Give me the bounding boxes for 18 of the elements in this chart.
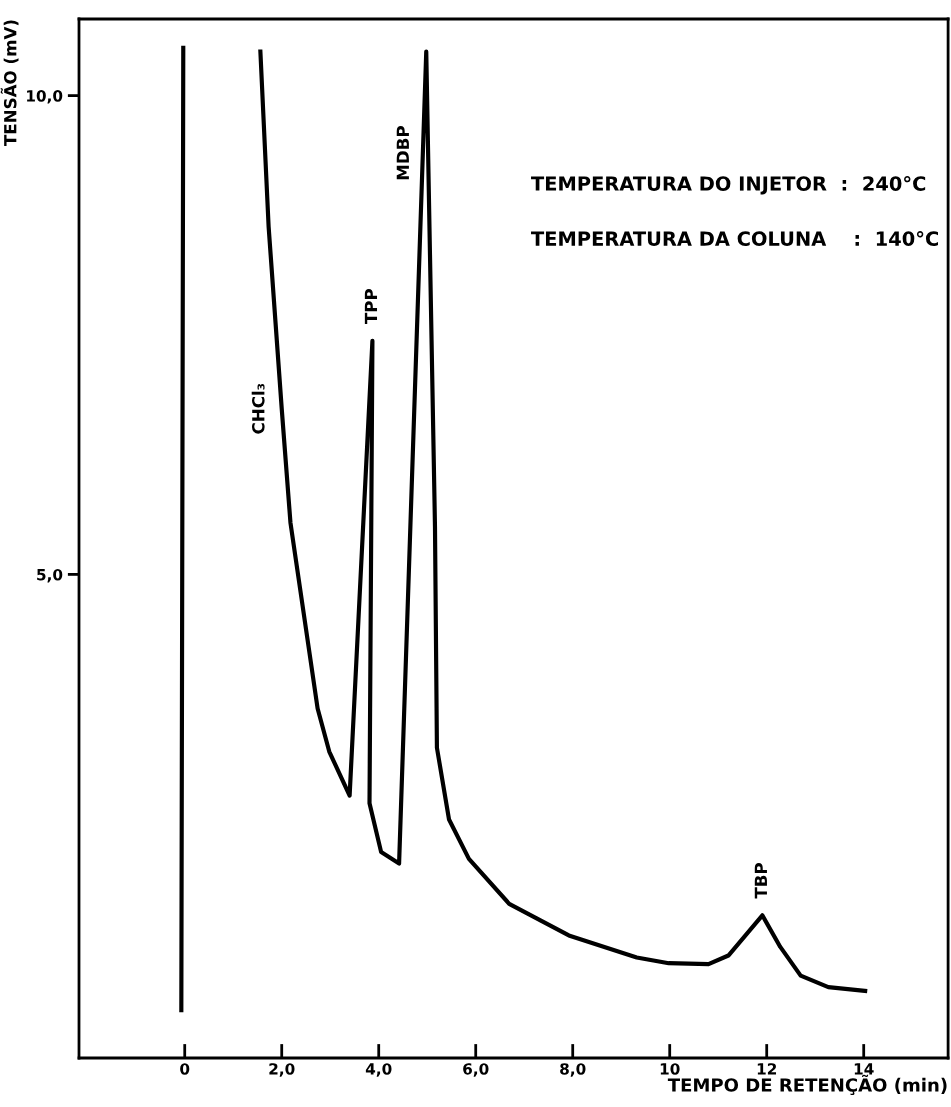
x-tick-label: 10 (660, 1063, 680, 1075)
x-axis-title: TEMPO DE RETENÇÃO (min) (667, 1074, 947, 1096)
x-tick-label: 4,0 (365, 1063, 392, 1077)
y-tick-label: 10,0 (27, 90, 63, 104)
annotation: CHCl₃ (251, 383, 265, 434)
y-axis-title: TENSÃO (mV) (0, 20, 19, 146)
x-tick-label: 6,0 (463, 1063, 489, 1077)
x-tick-label: 8,0 (560, 1063, 586, 1077)
annotation: MDBP (396, 126, 409, 180)
y-tick-label: 5,0 (37, 568, 63, 583)
x-tick-label: 2,0 (269, 1063, 295, 1077)
x-tick-label: 14 (854, 1063, 874, 1075)
annotation: TEMPERATURA DA COLUNA : 140°C (531, 231, 938, 246)
x-tick-label: 12 (757, 1063, 777, 1075)
x-tick-label: 0 (180, 1063, 190, 1075)
annotation: TBP (754, 863, 767, 899)
annotation: TPP (364, 288, 378, 325)
annotation: TEMPERATURA DO INJETOR : 240°C (531, 176, 926, 195)
